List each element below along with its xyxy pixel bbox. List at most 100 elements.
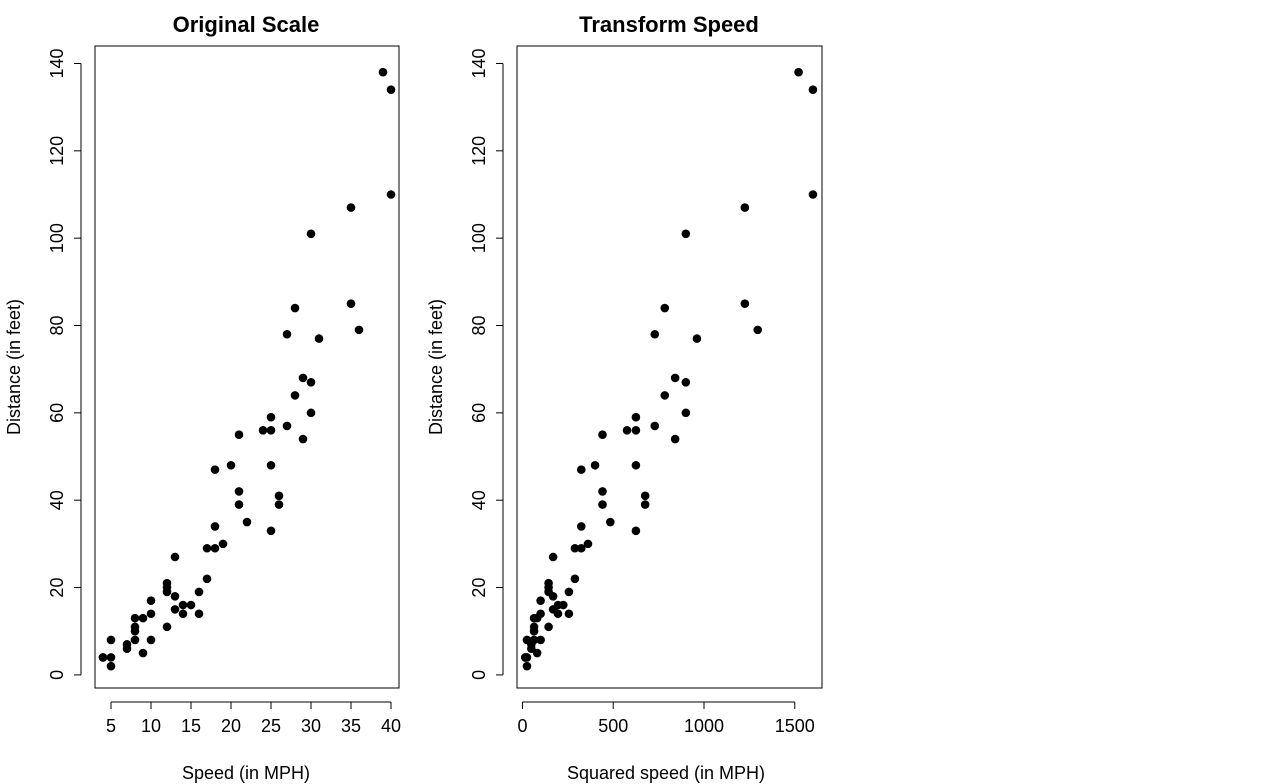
panel-original-scale: Original Scale Speed (in MPH) Distance (… xyxy=(4,12,401,783)
data-point xyxy=(210,522,220,531)
data-point xyxy=(170,552,180,562)
data-point xyxy=(178,600,188,610)
data-point xyxy=(529,635,539,645)
x-tick-label: 0 xyxy=(517,716,527,736)
data-point xyxy=(274,500,284,509)
x-tick-label: 5 xyxy=(106,716,116,736)
data-point xyxy=(631,412,641,422)
data-point xyxy=(98,653,108,662)
data-point xyxy=(544,622,553,632)
data-point xyxy=(564,587,574,597)
y-tick-label: 60 xyxy=(469,403,489,423)
y-tick-label: 120 xyxy=(469,136,489,166)
data-point xyxy=(242,517,252,527)
x-tick-label: 35 xyxy=(341,716,361,736)
y-tick-label: 20 xyxy=(469,578,489,598)
data-point xyxy=(146,609,156,619)
data-point xyxy=(178,609,188,619)
data-point xyxy=(536,609,545,619)
data-point xyxy=(598,487,607,496)
data-point xyxy=(622,426,632,435)
data-point xyxy=(386,85,396,94)
data-point xyxy=(210,543,220,553)
data-point xyxy=(170,591,180,601)
y-tick-label: 20 xyxy=(47,578,67,598)
data-point xyxy=(590,460,600,470)
data-point xyxy=(522,661,532,671)
data-point xyxy=(576,522,586,531)
data-point xyxy=(386,190,396,199)
y-axis-label: Distance (in feet) xyxy=(426,299,446,435)
x-tick-label: 30 xyxy=(301,716,321,736)
data-point xyxy=(529,622,539,632)
data-point xyxy=(576,465,586,474)
data-point xyxy=(186,600,196,610)
data-point xyxy=(681,408,691,418)
x-axis-label: Squared speed (in MPH) xyxy=(567,763,765,783)
data-point xyxy=(162,622,172,632)
data-point xyxy=(532,648,542,658)
data-point xyxy=(106,661,116,671)
data-point xyxy=(681,229,691,239)
data-point xyxy=(274,491,284,501)
y-axis-label: Distance (in feet) xyxy=(4,299,24,435)
data-point xyxy=(306,408,316,418)
y-tick-label: 100 xyxy=(47,223,67,253)
data-points xyxy=(521,67,818,671)
data-point xyxy=(130,635,140,645)
data-point xyxy=(266,426,276,435)
data-point xyxy=(631,426,641,435)
data-point xyxy=(522,653,532,662)
data-point xyxy=(808,85,818,94)
data-point xyxy=(194,609,204,619)
x-tick-label: 20 xyxy=(221,716,241,736)
data-point xyxy=(266,460,276,470)
x-tick-label: 15 xyxy=(181,716,201,736)
plot-frame xyxy=(516,45,823,689)
x-tick-label: 500 xyxy=(598,716,628,736)
data-point xyxy=(162,578,172,588)
plot-frame xyxy=(94,45,400,689)
y-tick-label: 140 xyxy=(469,48,489,78)
data-point xyxy=(544,578,553,588)
data-point xyxy=(346,299,356,308)
y-tick-label: 60 xyxy=(47,403,67,423)
data-point xyxy=(106,635,116,645)
data-point xyxy=(122,640,132,649)
data-point xyxy=(298,373,308,383)
data-point xyxy=(650,329,660,339)
y-tick-label: 40 xyxy=(469,490,489,510)
data-point xyxy=(234,500,244,509)
data-point xyxy=(306,229,316,239)
data-point xyxy=(346,203,356,212)
data-point xyxy=(670,434,680,444)
data-point xyxy=(553,609,563,619)
y-tick-label: 40 xyxy=(47,490,67,510)
chart-title: Transform Speed xyxy=(579,12,759,37)
data-point xyxy=(146,635,156,645)
data-point xyxy=(536,596,545,605)
x-axis-label: Speed (in MPH) xyxy=(182,763,310,783)
data-point xyxy=(194,587,204,597)
data-point xyxy=(631,526,641,536)
data-point xyxy=(650,421,660,431)
data-point xyxy=(202,543,212,553)
x-axis: 5 10 15 20 25 30 35 40 xyxy=(106,701,401,736)
data-point xyxy=(314,334,324,343)
data-point xyxy=(740,203,750,212)
data-point xyxy=(598,430,607,439)
x-tick-label: 25 xyxy=(261,716,281,736)
y-tick-label: 100 xyxy=(469,223,489,253)
x-tick-label: 1000 xyxy=(684,716,724,736)
data-point xyxy=(282,329,292,339)
data-point xyxy=(794,67,803,77)
data-point xyxy=(548,552,558,562)
data-point xyxy=(631,460,641,470)
data-point xyxy=(660,391,670,400)
data-point xyxy=(202,574,212,584)
data-point xyxy=(570,574,580,584)
y-axis: 0 20 40 60 80 100 120 140 xyxy=(47,48,82,680)
data-point xyxy=(266,412,276,422)
data-point xyxy=(576,543,586,553)
